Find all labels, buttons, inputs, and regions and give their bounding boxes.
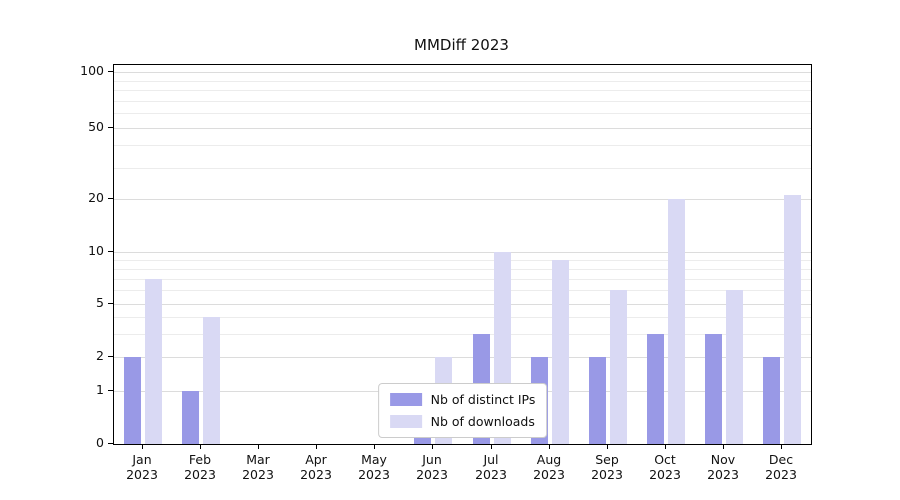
x-tick-label: Nov 2023 — [707, 452, 739, 482]
bar-downloads-oct — [668, 199, 685, 444]
y-tick-label: 10 — [88, 243, 104, 258]
gridline-major — [114, 128, 811, 129]
x-tick-label: Apr 2023 — [300, 452, 332, 482]
bar-distinct-ips-dec — [763, 357, 780, 444]
x-tick-mark — [781, 444, 782, 449]
gridline-minor — [114, 113, 811, 114]
x-tick-label: Sep 2023 — [591, 452, 623, 482]
x-tick-mark — [723, 444, 724, 449]
gridline-major — [114, 304, 811, 305]
gridline-minor — [114, 145, 811, 146]
y-tick-mark — [108, 198, 113, 199]
bar-downloads-aug — [552, 260, 569, 444]
bar-downloads-jan — [145, 279, 162, 444]
x-tick-label: Feb 2023 — [184, 452, 216, 482]
x-tick-mark — [432, 444, 433, 449]
legend-label-distinct-ips: Nb of distinct IPs — [430, 392, 536, 407]
gridline-minor — [114, 168, 811, 169]
x-tick-mark — [142, 444, 143, 449]
x-tick-mark — [665, 444, 666, 449]
x-tick-label: May 2023 — [358, 452, 390, 482]
x-tick-mark — [607, 444, 608, 449]
x-tick-label: Jun 2023 — [416, 452, 448, 482]
y-tick-mark — [108, 356, 113, 357]
gridline-major — [114, 199, 811, 200]
y-tick-mark — [108, 303, 113, 304]
x-tick-label: Oct 2023 — [649, 452, 681, 482]
x-tick-mark — [549, 444, 550, 449]
y-tick-mark — [108, 71, 113, 72]
bar-distinct-ips-nov — [705, 334, 722, 444]
legend: Nb of distinct IPs Nb of downloads — [377, 383, 548, 438]
bar-downloads-feb — [203, 317, 220, 444]
gridline-minor — [114, 334, 811, 335]
bar-downloads-nov — [726, 290, 743, 444]
x-tick-mark — [200, 444, 201, 449]
x-tick-label: Aug 2023 — [533, 452, 565, 482]
gridline-minor — [114, 269, 811, 270]
y-tick-mark — [108, 251, 113, 252]
plot-area: Nb of distinct IPs Nb of downloads — [113, 64, 812, 445]
legend-swatch-downloads — [389, 415, 422, 428]
y-tick-label: 20 — [88, 190, 104, 205]
gridline-minor — [114, 290, 811, 291]
gridline-major — [114, 252, 811, 253]
gridline-minor — [114, 260, 811, 261]
x-tick-mark — [316, 444, 317, 449]
y-tick-label: 5 — [96, 295, 104, 310]
legend-label-downloads: Nb of downloads — [430, 414, 535, 429]
y-tick-label: 50 — [88, 119, 104, 134]
x-tick-label: Jul 2023 — [475, 452, 507, 482]
bar-downloads-dec — [784, 195, 801, 444]
y-tick-label: 0 — [96, 435, 104, 450]
bar-downloads-sep — [610, 290, 627, 444]
x-tick-label: Jan 2023 — [126, 452, 158, 482]
gridline-minor — [114, 101, 811, 102]
gridline-minor — [114, 81, 811, 82]
bar-distinct-ips-jan — [124, 357, 141, 444]
y-tick-label: 100 — [80, 63, 104, 78]
gridline-major — [114, 357, 811, 358]
legend-swatch-distinct-ips — [389, 393, 422, 406]
bar-distinct-ips-oct — [647, 334, 664, 444]
legend-item-downloads: Nb of downloads — [389, 414, 536, 429]
x-tick-mark — [374, 444, 375, 449]
y-tick-mark — [108, 443, 113, 444]
bar-distinct-ips-feb — [182, 391, 199, 444]
x-tick-mark — [258, 444, 259, 449]
gridline-minor — [114, 279, 811, 280]
gridline-minor — [114, 90, 811, 91]
gridline-minor — [114, 317, 811, 318]
y-tick-label: 1 — [96, 382, 104, 397]
y-tick-mark — [108, 390, 113, 391]
legend-item-distinct-ips: Nb of distinct IPs — [389, 392, 536, 407]
x-tick-mark — [491, 444, 492, 449]
x-tick-label: Dec 2023 — [765, 452, 797, 482]
y-tick-mark — [108, 127, 113, 128]
y-tick-label: 2 — [96, 348, 104, 363]
bar-distinct-ips-sep — [589, 357, 606, 444]
chart-title: MMDiff 2023 — [414, 36, 509, 54]
x-tick-label: Mar 2023 — [242, 452, 274, 482]
gridline-major — [114, 72, 811, 73]
